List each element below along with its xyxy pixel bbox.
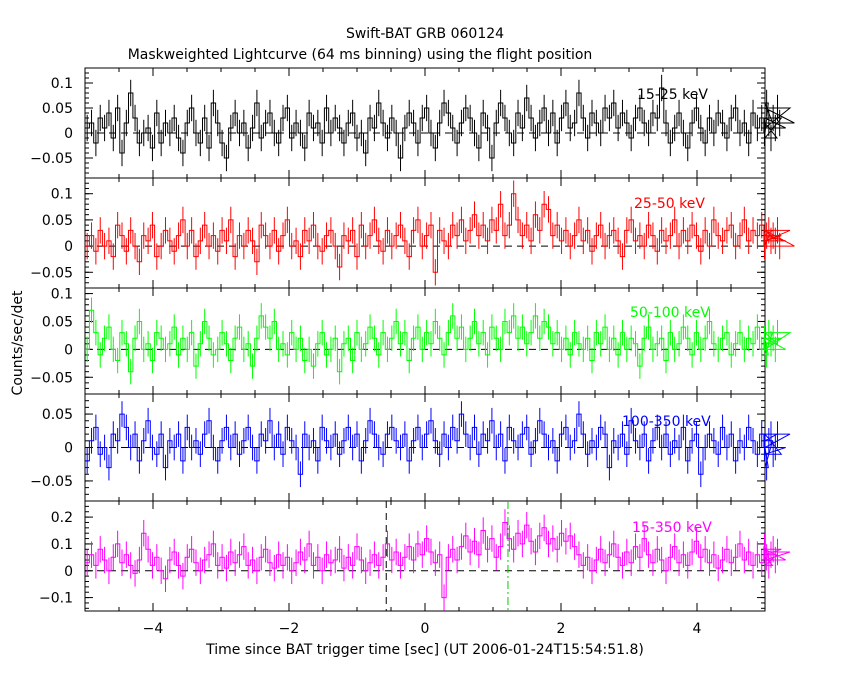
band-label: 15-25 keV: [637, 87, 708, 103]
y-tick-label: 0: [64, 239, 73, 255]
y-tick-label: −0.05: [30, 474, 73, 490]
x-tick-label: −2: [279, 621, 300, 637]
y-tick-label: 0: [64, 126, 73, 142]
panels-group: −0.05 0 0.05 0.1 15-25 keV −0.05 0 0.05 0.1 25-50…: [30, 67, 795, 637]
lightcurve-series: [85, 413, 791, 475]
y-tick-label: −0.05: [30, 151, 73, 167]
y-tick-label: 0: [64, 564, 73, 580]
band-label: 50-100 keV: [630, 305, 710, 321]
x-tick-label: 0: [421, 621, 430, 637]
y-tick-label: 0: [64, 441, 73, 457]
y-tick-label: 0: [64, 342, 73, 358]
lightcurve-series: [85, 87, 795, 159]
y-tick-label: 0.2: [51, 510, 73, 526]
panel-3: −0.05 0 0.05 0.1 50-100 keV: [30, 287, 792, 395]
band-label: 15-350 keV: [632, 520, 712, 536]
y-tick-label: −0.05: [30, 265, 73, 281]
x-tick-label: 2: [557, 621, 566, 637]
panel-5: −0.1 0 0.1 0.2 −4 −2 0 2 4 15-350 keV: [39, 500, 791, 637]
y-tick-label: 0.1: [51, 537, 73, 553]
panel-1: −0.05 0 0.05 0.1 15-25 keV: [30, 67, 795, 179]
y-tick-label: 0.05: [42, 213, 73, 229]
y-axis-label: Counts/sec/det: [10, 290, 26, 395]
lightcurve-series: [85, 309, 792, 373]
lightcurve-series: [85, 522, 791, 599]
y-tick-label: −0.05: [30, 370, 73, 386]
panel-4: −0.05 0 0.05 100-350 keV: [30, 393, 791, 502]
y-tick-label: 0.05: [42, 314, 73, 330]
lightcurve-series: [85, 193, 795, 273]
y-tick-label: 0.05: [42, 407, 73, 423]
x-axis-label: Time since BAT trigger time [sec] (UT 20…: [205, 642, 644, 658]
x-tick-label: −4: [143, 621, 164, 637]
panel-2: −0.05 0 0.05 0.1 25-50 keV: [30, 177, 795, 289]
x-tick-label: 4: [693, 621, 702, 637]
chart-title: Swift-BAT GRB 060124: [346, 26, 504, 42]
band-label: 25-50 keV: [634, 196, 705, 212]
y-tick-label: 0.1: [51, 76, 73, 92]
y-tick-label: −0.1: [39, 591, 73, 607]
chart-subtitle: Maskweighted Lightcurve (64 ms binning) …: [128, 47, 593, 63]
y-tick-label: 0.1: [51, 187, 73, 203]
y-tick-label: 0.05: [42, 101, 73, 117]
y-tick-label: 0.1: [51, 287, 73, 303]
band-label: 100-350 keV: [622, 414, 711, 430]
